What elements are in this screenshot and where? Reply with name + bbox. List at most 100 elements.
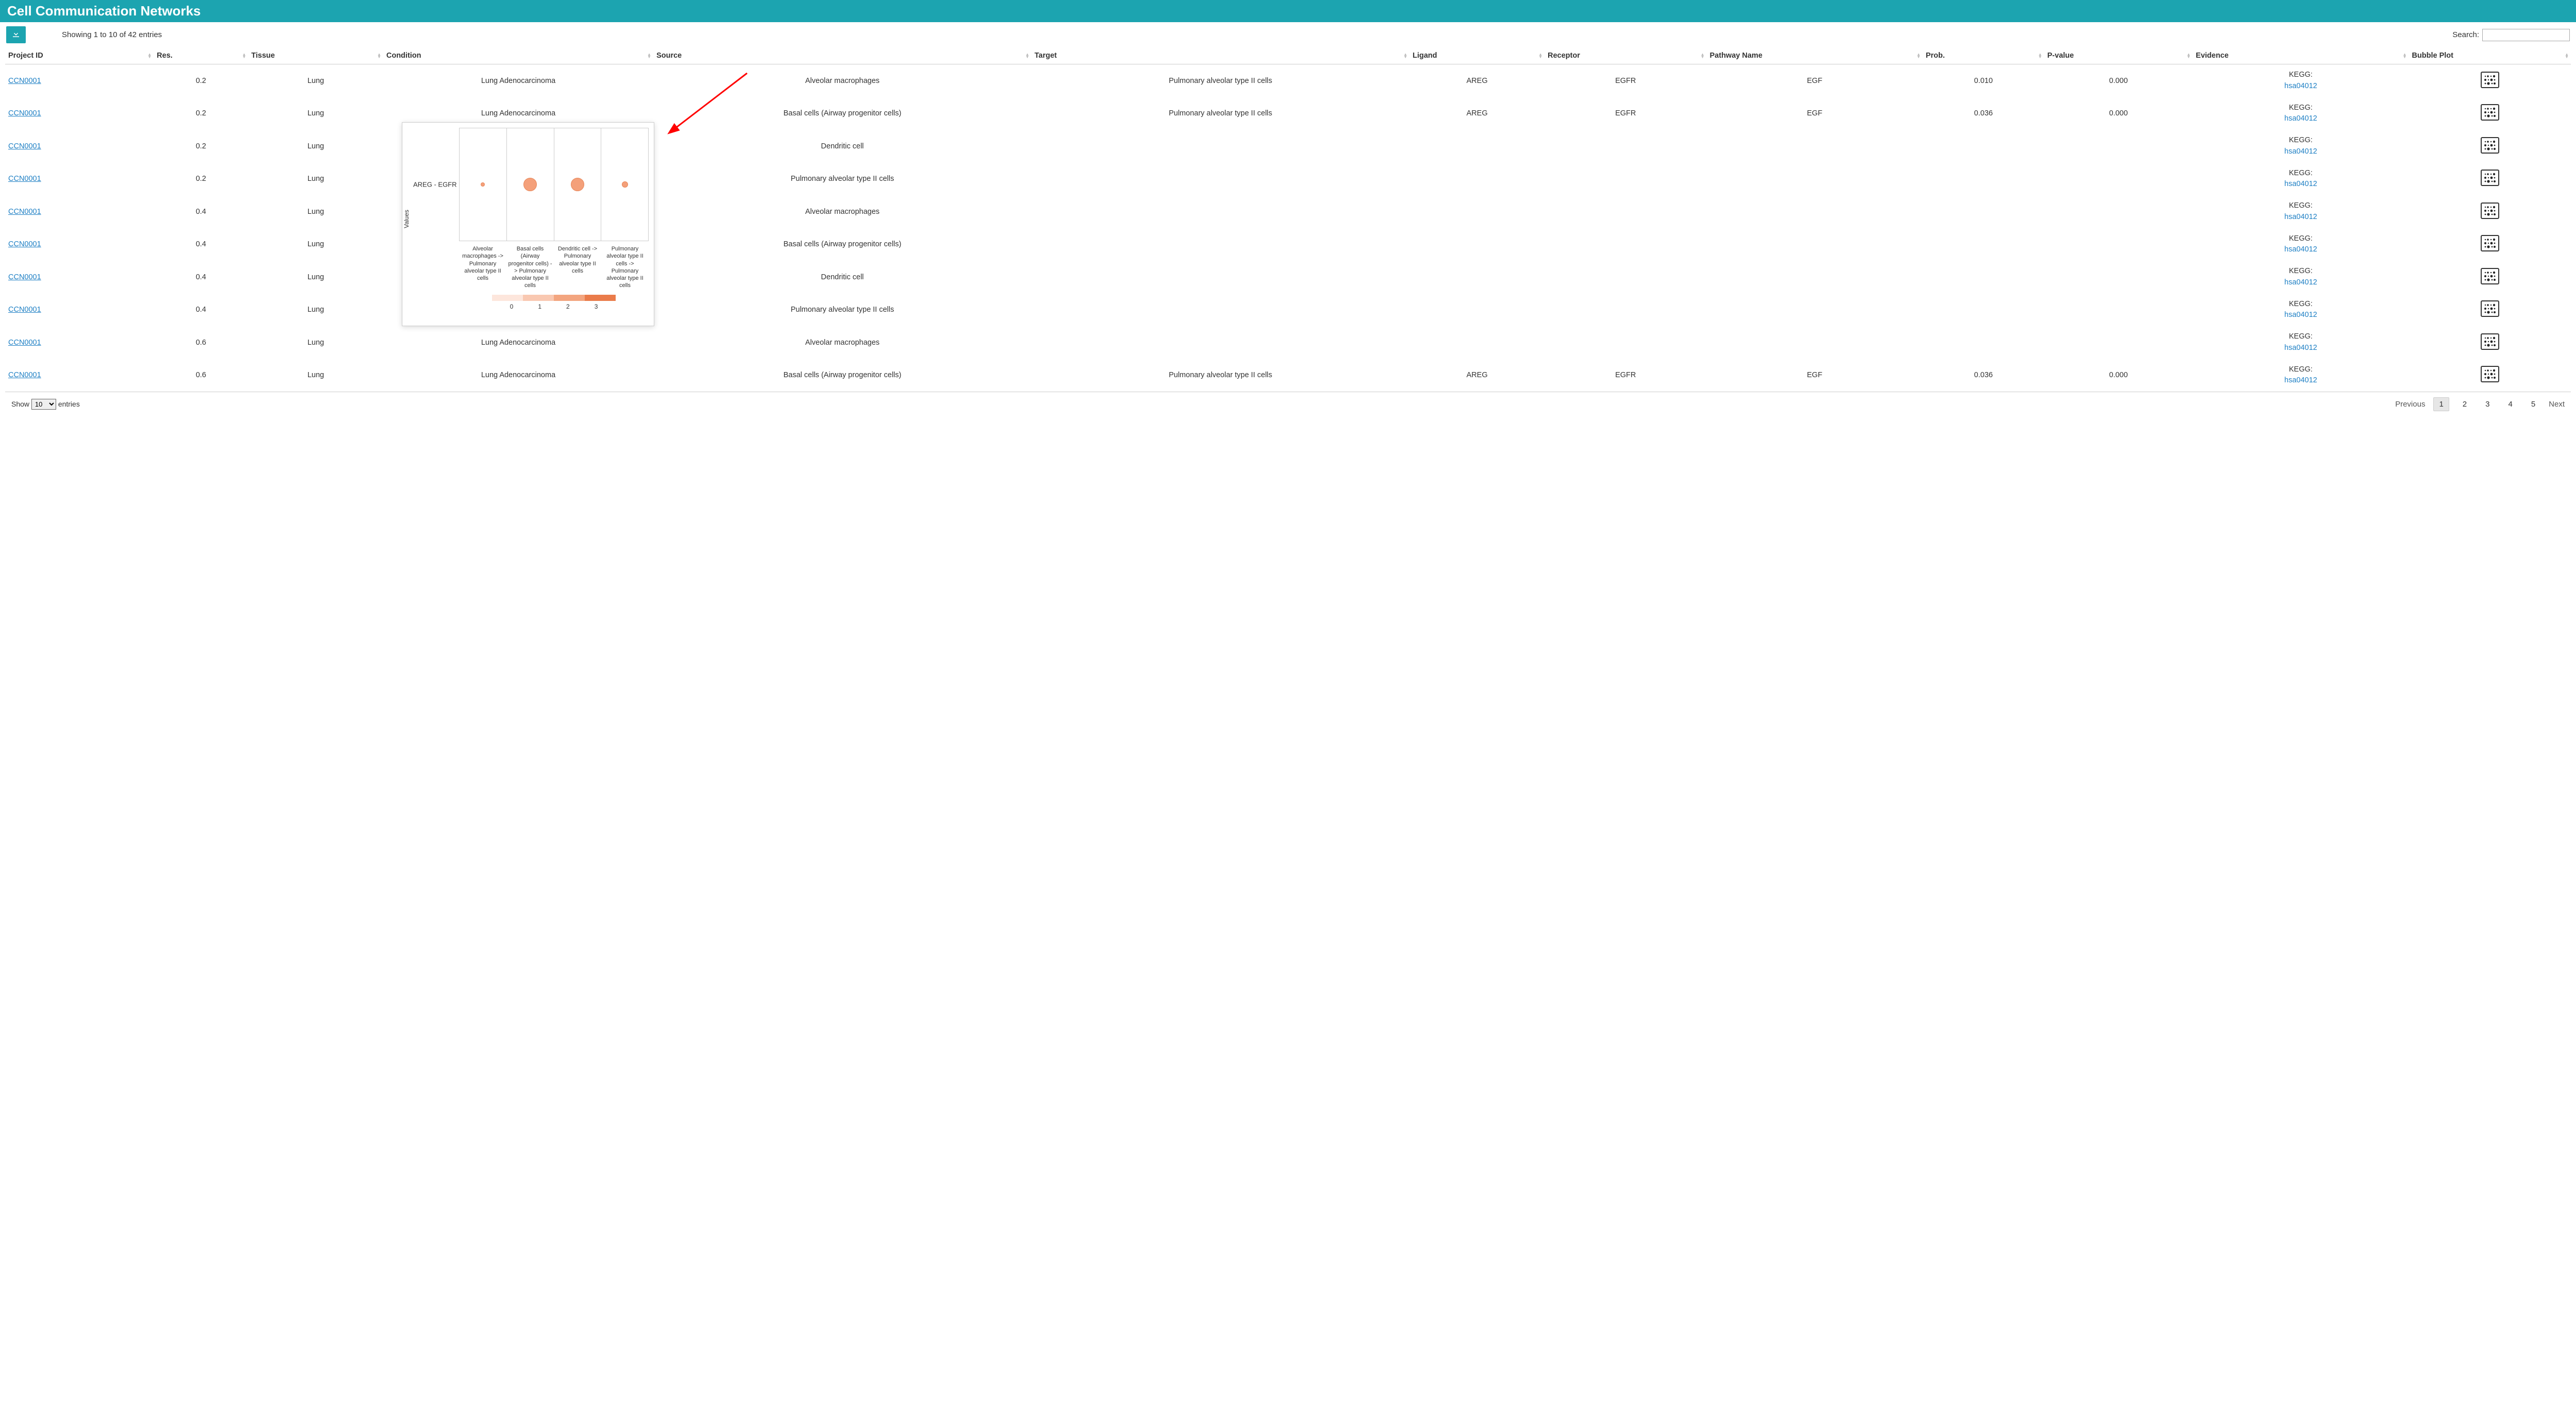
project-id-link[interactable]: CCN0001 [8, 109, 41, 117]
column-header-prob[interactable]: Prob.▲▼ [1923, 47, 2044, 64]
search-container: Search: [2452, 29, 2570, 41]
bubble-plot-button[interactable] [2481, 333, 2499, 350]
bubble-plot-button[interactable] [2481, 72, 2499, 88]
download-button[interactable] [6, 26, 26, 43]
project-id-link[interactable]: CCN0001 [8, 175, 41, 183]
search-input[interactable] [2482, 29, 2570, 41]
bubble-plot-button[interactable] [2481, 235, 2499, 251]
column-header-ligand[interactable]: Ligand▲▼ [1410, 47, 1545, 64]
legend-segment [523, 295, 554, 301]
evidence-link[interactable]: hsa04012 [2284, 344, 2317, 352]
cell-tissue: Lung [248, 261, 383, 294]
cell-res: 0.2 [154, 130, 248, 163]
column-header-project_id[interactable]: Project ID▲▼ [5, 47, 154, 64]
project-id-link[interactable]: CCN0001 [8, 77, 41, 85]
cell-prob [1923, 228, 2044, 261]
page-number-4[interactable]: 4 [2503, 398, 2517, 411]
chart-x-label: Basal cells (Airway progenitor cells) ->… [506, 245, 554, 290]
table-container: Project ID▲▼Res.▲▼Tissue▲▼Condition▲▼Sou… [0, 47, 2576, 392]
evidence-link[interactable]: hsa04012 [2284, 180, 2317, 188]
page-number-2[interactable]: 2 [2458, 398, 2472, 411]
column-header-evidence[interactable]: Evidence▲▼ [2193, 47, 2409, 64]
bubble-plot-button[interactable] [2481, 203, 2499, 219]
cell-project_id: CCN0001 [5, 359, 154, 392]
column-header-pvalue[interactable]: P-value▲▼ [2044, 47, 2193, 64]
bubble-plot-button[interactable] [2481, 104, 2499, 121]
project-id-link[interactable]: CCN0001 [8, 339, 41, 347]
evidence-cell: KEGG:hsa04012 [2196, 331, 2405, 354]
page-number-3[interactable]: 3 [2480, 398, 2495, 411]
cell-evidence: KEGG:hsa04012 [2193, 64, 2409, 97]
page-length-select[interactable]: 102550100 [31, 399, 56, 410]
cell-evidence: KEGG:hsa04012 [2193, 326, 2409, 359]
show-label-pre: Show [11, 400, 29, 408]
project-id-link[interactable]: CCN0001 [8, 142, 41, 150]
chart-column: AREG - EGFR [460, 128, 507, 241]
cell-bubble [2409, 359, 2571, 392]
table-row: CCN00010.2LungLung AdenocarcinomaPulmona… [5, 163, 2571, 196]
evidence-link[interactable]: hsa04012 [2284, 82, 2317, 90]
cell-ligand [1410, 195, 1545, 228]
cell-res: 0.2 [154, 97, 248, 130]
evidence-cell: KEGG:hsa04012 [2196, 233, 2405, 256]
table-row: CCN00010.6LungLung AdenocarcinomaAlveola… [5, 326, 2571, 359]
project-id-link[interactable]: CCN0001 [8, 306, 41, 314]
cell-res: 0.4 [154, 228, 248, 261]
cell-tissue: Lung [248, 228, 383, 261]
column-header-bubble[interactable]: Bubble Plot▲▼ [2409, 47, 2571, 64]
prev-button[interactable]: Previous [2395, 400, 2425, 409]
cell-target: Pulmonary alveolar type II cells [1031, 97, 1410, 130]
column-header-pathway[interactable]: Pathway Name▲▼ [1707, 47, 1923, 64]
project-id-link[interactable]: CCN0001 [8, 240, 41, 248]
cell-pathway [1707, 195, 1923, 228]
bubble-plot-button[interactable] [2481, 137, 2499, 154]
column-header-source[interactable]: Source▲▼ [653, 47, 1031, 64]
evidence-link[interactable]: hsa04012 [2284, 114, 2317, 123]
page-number-1[interactable]: 1 [2433, 397, 2449, 411]
next-button[interactable]: Next [2549, 400, 2565, 409]
column-header-receptor[interactable]: Receptor▲▼ [1545, 47, 1707, 64]
page-header: Cell Communication Networks [0, 0, 2576, 22]
evidence-link[interactable]: hsa04012 [2284, 311, 2317, 319]
page-number-5[interactable]: 5 [2526, 398, 2540, 411]
project-id-link[interactable]: CCN0001 [8, 273, 41, 281]
evidence-link[interactable]: hsa04012 [2284, 213, 2317, 221]
cell-target [1031, 294, 1410, 327]
cell-prob [1923, 294, 2044, 327]
cell-target [1031, 228, 1410, 261]
cell-pvalue [2044, 228, 2193, 261]
evidence-link[interactable]: hsa04012 [2284, 245, 2317, 254]
cell-prob [1923, 326, 2044, 359]
column-header-tissue[interactable]: Tissue▲▼ [248, 47, 383, 64]
project-id-link[interactable]: CCN0001 [8, 371, 41, 379]
sort-icon: ▲▼ [147, 53, 151, 58]
legend-tick: 1 [538, 303, 541, 310]
bubble-plot-button[interactable] [2481, 300, 2499, 317]
bubble-plot-button[interactable] [2481, 366, 2499, 382]
legend-tick: 3 [595, 303, 598, 310]
cell-ligand: AREG [1410, 359, 1545, 392]
toolbar: Showing 1 to 10 of 42 entries Search: [0, 22, 2576, 47]
cell-prob [1923, 195, 2044, 228]
cell-tissue: Lung [248, 195, 383, 228]
column-header-res[interactable]: Res.▲▼ [154, 47, 248, 64]
bubble-plot-button[interactable] [2481, 170, 2499, 186]
cell-source: Alveolar macrophages [653, 195, 1031, 228]
cell-prob [1923, 261, 2044, 294]
evidence-cell: KEGG:hsa04012 [2196, 266, 2405, 289]
column-header-target[interactable]: Target▲▼ [1031, 47, 1410, 64]
evidence-link[interactable]: hsa04012 [2284, 147, 2317, 156]
cell-pathway [1707, 163, 1923, 196]
cell-source: Basal cells (Airway progenitor cells) [653, 97, 1031, 130]
evidence-link[interactable]: hsa04012 [2284, 278, 2317, 286]
column-header-condition[interactable]: Condition▲▼ [383, 47, 653, 64]
cell-tissue: Lung [248, 359, 383, 392]
project-id-link[interactable]: CCN0001 [8, 208, 41, 216]
cell-receptor [1545, 195, 1707, 228]
evidence-link[interactable]: hsa04012 [2284, 376, 2317, 384]
bubble-plot-button[interactable] [2481, 268, 2499, 284]
cell-project_id: CCN0001 [5, 130, 154, 163]
cell-bubble [2409, 163, 2571, 196]
legend-ticks: 0123 [459, 303, 649, 310]
cell-bubble [2409, 228, 2571, 261]
